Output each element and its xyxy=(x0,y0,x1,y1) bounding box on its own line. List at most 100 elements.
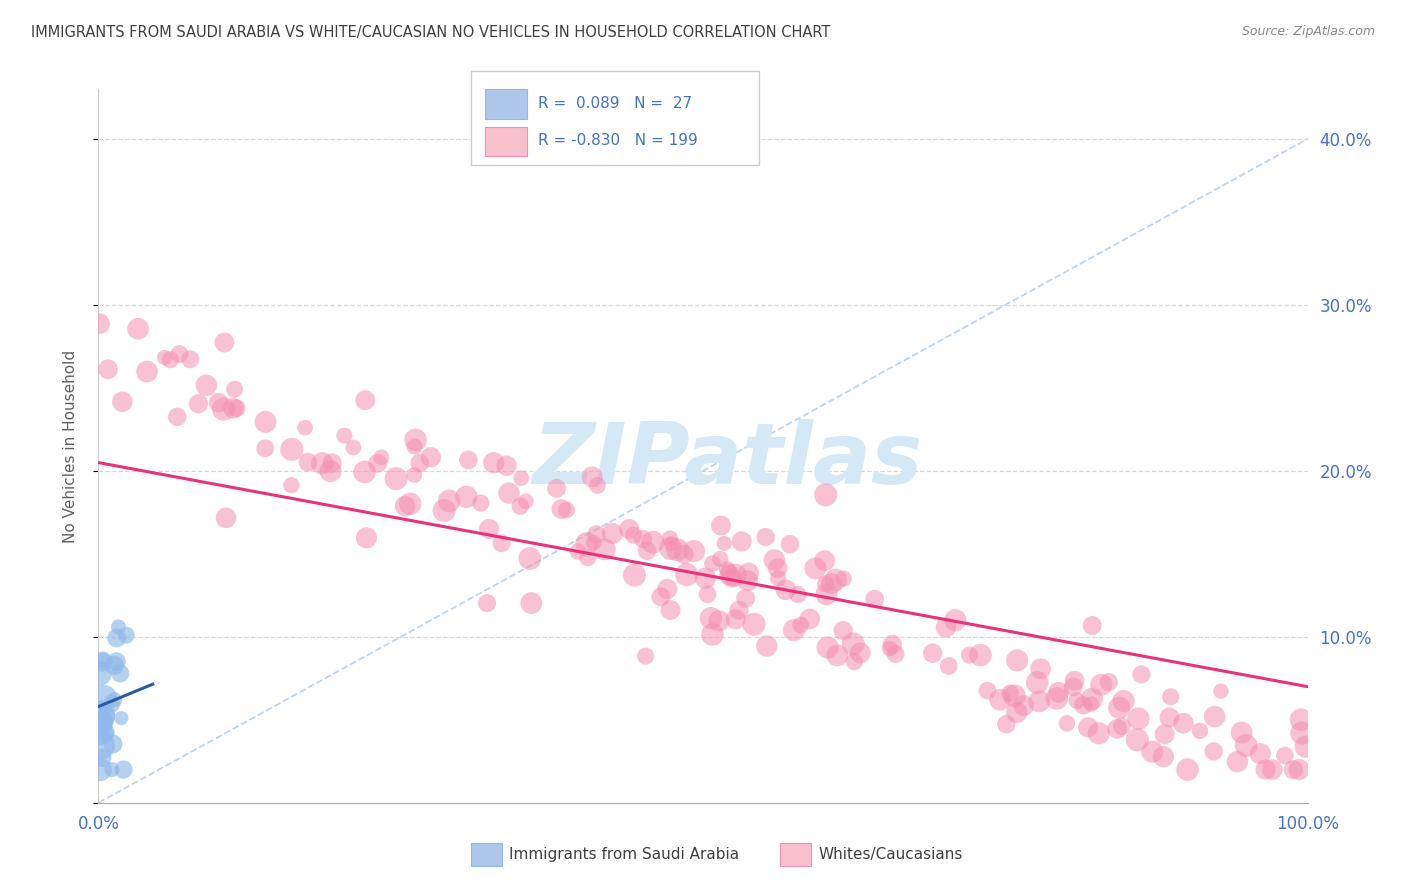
Point xyxy=(737,566,759,580)
Point xyxy=(804,561,827,575)
Point xyxy=(1291,726,1313,740)
Point xyxy=(1066,693,1088,707)
Point xyxy=(779,537,801,551)
Point xyxy=(153,351,176,365)
Point xyxy=(280,478,302,492)
Point xyxy=(814,488,837,502)
Point xyxy=(969,648,991,662)
Point xyxy=(695,571,717,585)
Point xyxy=(700,611,723,625)
Point xyxy=(884,647,907,661)
Point xyxy=(470,496,492,510)
Point xyxy=(1047,685,1070,699)
Point xyxy=(832,624,855,638)
Point xyxy=(636,543,658,558)
Point xyxy=(724,612,747,626)
Point xyxy=(475,596,498,610)
Point xyxy=(89,317,111,331)
Point xyxy=(721,571,744,585)
Point xyxy=(294,420,316,434)
Point xyxy=(354,393,377,408)
Point xyxy=(995,717,1018,731)
Point xyxy=(105,655,128,669)
Point xyxy=(1282,763,1305,777)
Point xyxy=(716,563,738,577)
Point xyxy=(509,500,531,514)
Point xyxy=(1080,697,1102,711)
Point xyxy=(212,402,235,417)
Point xyxy=(567,544,589,558)
Point xyxy=(659,541,682,556)
Point xyxy=(585,527,607,541)
Point xyxy=(498,486,520,500)
Point xyxy=(1073,698,1095,713)
Point xyxy=(491,536,513,550)
Point xyxy=(717,565,740,579)
Point xyxy=(342,441,364,455)
Point xyxy=(820,576,842,591)
Point xyxy=(208,395,231,409)
Point xyxy=(1130,667,1153,681)
Point xyxy=(159,352,181,367)
Point xyxy=(90,707,112,722)
Text: IMMIGRANTS FROM SAUDI ARABIA VS WHITE/CAUCASIAN NO VEHICLES IN HOUSEHOLD CORRELA: IMMIGRANTS FROM SAUDI ARABIA VS WHITE/CA… xyxy=(31,25,831,40)
Point xyxy=(195,378,218,392)
Point xyxy=(755,530,778,544)
Point xyxy=(1112,694,1135,708)
Point xyxy=(405,433,427,447)
Point xyxy=(404,440,426,454)
Point xyxy=(1173,716,1195,731)
Point xyxy=(367,456,389,470)
Point xyxy=(333,428,356,442)
Point xyxy=(297,455,319,469)
Point xyxy=(90,739,112,753)
Point xyxy=(127,322,149,336)
Point xyxy=(1209,684,1232,698)
Point xyxy=(1108,700,1130,714)
Point xyxy=(814,577,837,591)
Point xyxy=(576,550,599,565)
Point xyxy=(718,568,741,582)
Point xyxy=(787,587,810,601)
Point xyxy=(103,658,125,673)
Point xyxy=(623,528,645,542)
Point xyxy=(849,646,872,660)
Point xyxy=(1026,675,1049,690)
Point xyxy=(1088,726,1111,740)
Point xyxy=(943,613,966,627)
Point xyxy=(696,587,718,601)
Point xyxy=(91,655,114,669)
Point xyxy=(713,536,735,550)
Point xyxy=(789,618,811,632)
Point xyxy=(742,617,765,632)
Point xyxy=(90,707,112,722)
Point xyxy=(724,568,747,582)
Point xyxy=(1295,739,1317,754)
Point xyxy=(91,750,114,764)
Point xyxy=(1177,763,1199,777)
Point xyxy=(938,659,960,673)
Point xyxy=(827,648,849,663)
Point xyxy=(1249,747,1271,761)
Point xyxy=(319,464,342,478)
Point xyxy=(730,534,752,549)
Point xyxy=(1160,690,1182,704)
Point xyxy=(988,693,1011,707)
Point xyxy=(842,637,865,651)
Point xyxy=(166,409,188,424)
Point xyxy=(575,536,598,550)
Point xyxy=(1261,763,1284,777)
Point xyxy=(763,553,786,567)
Point xyxy=(702,627,724,641)
Point xyxy=(1063,673,1085,688)
Point xyxy=(89,716,111,731)
Point xyxy=(921,646,943,660)
Point xyxy=(1188,723,1211,738)
Point xyxy=(179,352,201,367)
Point xyxy=(87,666,110,681)
Point xyxy=(672,547,695,561)
Point xyxy=(280,442,302,457)
Point xyxy=(707,614,730,628)
Point xyxy=(709,552,731,566)
Point xyxy=(419,450,441,465)
